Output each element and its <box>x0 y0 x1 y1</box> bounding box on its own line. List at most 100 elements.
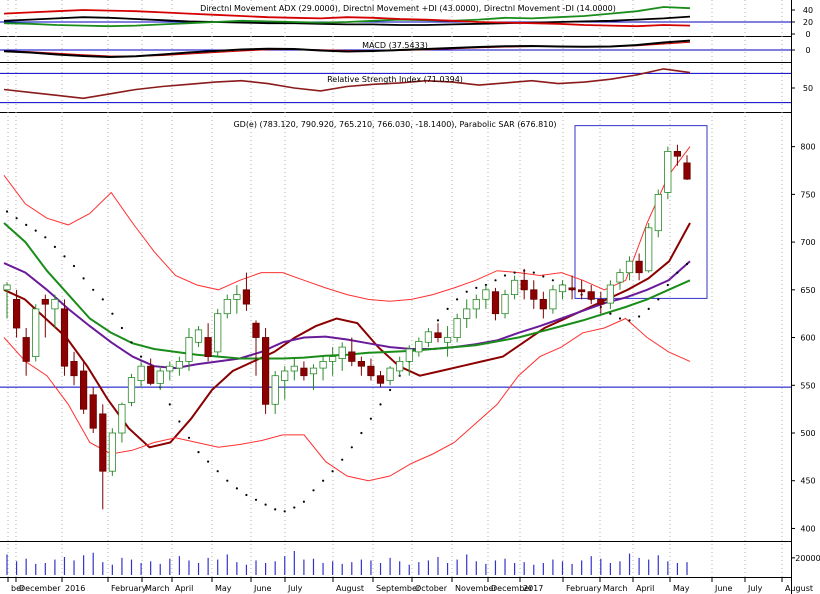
parabolic-sar-dot <box>92 288 95 291</box>
highlight-box <box>574 125 708 299</box>
candle-body <box>22 337 30 362</box>
grid <box>7 0 783 578</box>
candle-body <box>156 370 164 384</box>
parabolic-sar-dot <box>168 403 171 406</box>
candle-body <box>501 294 509 315</box>
rsi-y-tick-label: 50 <box>803 84 813 93</box>
dmi-y-tick-label: 20 <box>803 18 813 27</box>
price-overlay-line <box>3 222 691 360</box>
candle-body <box>597 298 605 305</box>
dmi-y-tick-label: 40 <box>803 6 813 15</box>
candle-body <box>558 284 567 293</box>
candle-body <box>3 284 11 291</box>
candle-body <box>242 289 250 305</box>
price-y-tick-label: 650 <box>800 286 815 295</box>
candle-body <box>338 346 346 360</box>
parabolic-sar-dot <box>120 326 123 330</box>
x-tick-label: March <box>145 584 169 593</box>
price-y-tick-label: 450 <box>800 477 815 486</box>
candle-body <box>683 162 691 180</box>
x-tick-label: 2016 <box>65 584 85 593</box>
parabolic-sar-dot <box>456 298 459 301</box>
parabolic-sar-dot <box>551 279 555 282</box>
candle-body <box>587 291 595 300</box>
candle-body <box>348 351 356 362</box>
x-tick-label: December <box>19 584 61 593</box>
candle-body <box>32 308 40 357</box>
parabolic-sar-dot <box>226 479 229 482</box>
price-y-tick-label: 700 <box>800 238 815 247</box>
dmi-y-tick-label: 0 <box>805 30 810 39</box>
candle-body <box>405 348 413 362</box>
candle-body <box>616 272 624 283</box>
parabolic-sar-dot <box>34 229 37 232</box>
price-y-tick-label: 600 <box>800 334 815 343</box>
candle-body <box>223 298 231 315</box>
parabolic-sar-dot <box>302 500 305 503</box>
candle-body <box>645 227 653 272</box>
parabolic-sar-dot <box>187 436 191 439</box>
x-tick-label: 2017 <box>523 584 543 593</box>
candle-body <box>376 375 385 384</box>
candle-body <box>99 413 107 472</box>
candle-body <box>51 298 59 310</box>
parabolic-sar-dot <box>15 217 18 220</box>
x-tick-label: September <box>376 584 421 593</box>
parabolic-sar-dot <box>685 262 689 266</box>
parabolic-sar-dot <box>111 312 114 315</box>
parabolic-sar-dot <box>130 341 133 344</box>
candle-body <box>328 356 337 362</box>
panels: 40 20 0 0 50 800 750 700 650 600 550 500 450 400 20000 <box>0 6 820 575</box>
candle-body <box>415 340 423 353</box>
dmi-panel-title: Directnl Movement ADX (29.0000), Directn… <box>200 4 616 13</box>
dmi-series-line <box>3 9 691 28</box>
candle-body <box>290 365 298 372</box>
price-overlay-line <box>3 317 691 482</box>
price-y-tick-label: 800 <box>800 143 815 152</box>
parabolic-sar-dot <box>369 417 372 420</box>
parabolic-sar-dot <box>666 283 669 287</box>
x-tick-label: June <box>714 584 733 593</box>
parabolic-sar-dot <box>25 223 28 226</box>
macd-line <box>3 39 691 59</box>
price-y-tick-label: 550 <box>800 381 815 390</box>
parabolic-sar-dot <box>638 315 641 318</box>
parabolic-sar-dot <box>207 460 210 463</box>
parabolic-sar-dot <box>465 290 468 293</box>
candle-body <box>568 287 576 291</box>
candle-body <box>166 365 174 372</box>
candle-body <box>80 370 88 410</box>
parabolic-sar-dot <box>494 279 497 282</box>
parabolic-sar-dot <box>72 264 76 268</box>
candle-body <box>520 279 528 291</box>
candle-body <box>386 367 394 381</box>
candle-body <box>41 298 49 305</box>
parabolic-sar-dot <box>53 245 57 248</box>
candle-body <box>70 360 78 377</box>
parabolic-sar-dot <box>609 312 612 315</box>
candle-body <box>482 289 490 300</box>
candle-body <box>635 260 643 274</box>
parabolic-sar-dot <box>503 274 507 277</box>
candle-body <box>367 365 375 377</box>
parabolic-sar-dot <box>542 275 545 278</box>
candle-body <box>108 432 116 472</box>
x-tick-label: July <box>287 584 303 593</box>
candle-body <box>491 291 500 315</box>
x-tick-label: June <box>253 584 272 593</box>
candle-body <box>127 377 136 403</box>
parabolic-sar-dot <box>63 255 66 258</box>
x-tick-label: November <box>455 584 497 593</box>
candle-body <box>396 360 404 372</box>
candle-body <box>443 337 452 343</box>
candle-body <box>147 365 155 384</box>
parabolic-sar-dot <box>532 271 535 274</box>
x-tick-label: February <box>566 584 602 593</box>
parabolic-sar-dot <box>676 271 679 274</box>
macd-y-tick-label: 0 <box>805 46 810 55</box>
candle-body <box>309 367 318 375</box>
candle-body <box>281 370 289 381</box>
parabolic-sar-dot <box>475 286 478 289</box>
parabolic-sar-dot <box>618 317 622 320</box>
